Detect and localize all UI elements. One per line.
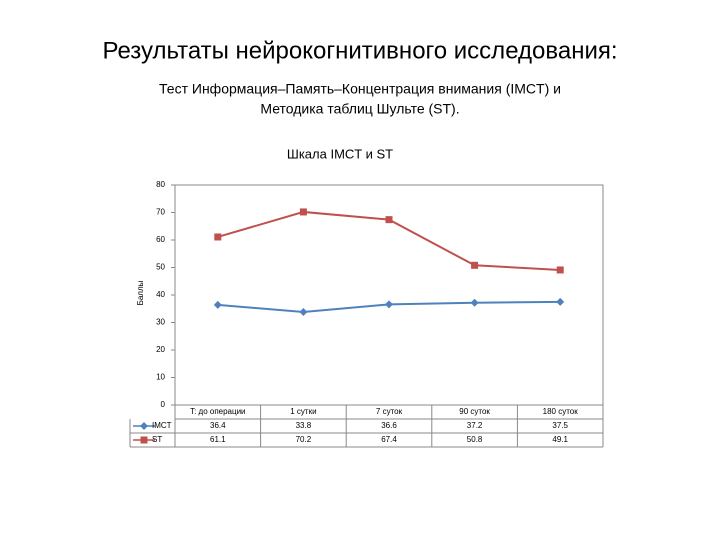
y-tick-label: 10 [156,373,165,382]
legend-label: ST [152,435,162,444]
y-tick-label: 40 [156,290,165,299]
x-tick-label: 90 суток [459,407,490,416]
chart-title: Шкала IMCT и ST [287,146,393,161]
y-tick-label: 50 [156,263,165,272]
table-value: 50.8 [467,435,483,444]
data-point [299,208,307,216]
slide-subtitle: Методика таблиц Шульте (ST). [260,101,459,117]
data-point [299,308,308,317]
table-value: 70.2 [296,435,312,444]
slide-title: Результаты нейрокогнитивного исследовани… [102,37,617,64]
table-value: 37.2 [467,421,483,430]
x-tick-label: 180 суток [543,407,579,416]
y-tick-label: 70 [156,208,165,217]
x-tick-label: T: до операции [190,407,245,416]
table-value: 61.1 [210,435,226,444]
y-axis-label: Баллы [136,280,145,305]
slide-subtitle: Тест Информация–Память–Концентрация вним… [159,81,561,97]
table-value: 67.4 [381,435,397,444]
y-tick-label: 0 [161,400,166,409]
table-value: 49.1 [552,435,568,444]
data-point [385,216,393,224]
table-value: 36.6 [381,421,397,430]
y-tick-label: 20 [156,345,165,354]
y-tick-label: 80 [156,180,165,189]
data-point [213,300,222,309]
legend-marker [140,436,148,444]
table-value: 37.5 [552,421,568,430]
y-tick-label: 60 [156,235,165,244]
legend-marker [140,422,148,430]
data-point [471,261,479,269]
x-tick-label: 7 суток [376,407,403,416]
data-point [385,300,393,309]
table-value: 36.4 [210,421,226,430]
data-point [470,298,479,307]
data-point [214,233,222,241]
table-value: 33.8 [296,421,312,430]
data-point [556,266,564,274]
y-tick-label: 30 [156,318,165,327]
data-point [556,297,565,306]
legend-label: IMCT [152,421,172,430]
x-tick-label: 1 сутки [290,407,316,416]
